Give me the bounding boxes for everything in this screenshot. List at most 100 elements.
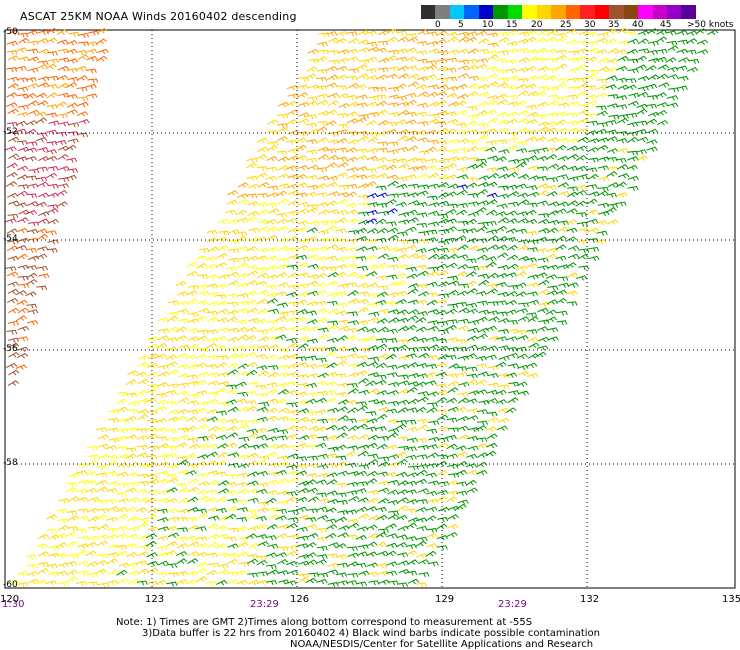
wind-barb xyxy=(456,93,469,100)
wind-barb xyxy=(517,302,529,308)
wind-barb xyxy=(305,149,318,155)
wind-barb xyxy=(526,202,538,208)
wind-barb xyxy=(476,461,488,468)
wind-barb xyxy=(327,92,340,99)
wind-barb xyxy=(475,30,488,37)
wind-barb xyxy=(547,177,559,183)
wind-barb xyxy=(566,29,578,35)
wind-barb xyxy=(27,40,39,46)
wind-barb xyxy=(385,471,398,478)
wind-barb xyxy=(78,118,90,125)
wind-barb xyxy=(485,220,497,226)
wind-barb xyxy=(305,444,318,450)
wind-barb xyxy=(336,156,348,162)
wind-barb xyxy=(186,570,198,577)
wind-barb xyxy=(16,227,28,234)
wind-barb xyxy=(427,309,440,315)
wind-barb xyxy=(456,189,468,196)
wind-barb xyxy=(365,168,377,174)
wind-barb xyxy=(477,84,489,90)
wind-barb xyxy=(557,155,569,162)
wind-barb xyxy=(295,470,308,476)
wind-barb xyxy=(316,554,328,560)
wind-barb xyxy=(427,325,439,332)
wind-barb xyxy=(256,443,269,449)
wind-barb xyxy=(237,217,249,223)
wind-barb xyxy=(547,201,560,207)
wind-barb xyxy=(466,379,478,385)
wind-barb xyxy=(306,66,318,72)
wind-barb xyxy=(447,247,459,253)
wind-barb xyxy=(197,371,210,378)
wind-barb xyxy=(538,227,550,234)
wind-barb xyxy=(36,166,48,172)
wind-barb xyxy=(307,325,319,332)
wind-barb xyxy=(177,318,190,324)
wind-barb xyxy=(556,164,568,171)
wind-barb xyxy=(77,515,89,521)
wind-barb xyxy=(155,579,167,586)
wind-barb xyxy=(95,38,107,45)
wind-barb xyxy=(497,417,510,424)
wind-barb xyxy=(357,326,369,333)
wind-barb xyxy=(306,139,318,145)
wind-barb xyxy=(377,40,389,46)
wind-barb xyxy=(507,397,519,404)
wind-barb xyxy=(478,48,490,54)
wind-barb xyxy=(55,140,67,146)
wind-barb xyxy=(305,541,317,548)
wind-barb xyxy=(358,291,370,297)
wind-barb xyxy=(527,239,539,245)
wind-barb xyxy=(25,209,38,216)
wind-barb xyxy=(345,247,357,253)
wind-barb xyxy=(566,120,579,127)
legend-swatch xyxy=(551,5,566,19)
wind-barb xyxy=(597,186,609,192)
wind-barb xyxy=(176,408,188,415)
wind-barb xyxy=(476,316,488,323)
wind-barb xyxy=(666,95,679,101)
wind-barb xyxy=(306,473,318,479)
wind-barb xyxy=(486,167,498,173)
wind-barb xyxy=(15,65,27,71)
wind-barb xyxy=(468,245,480,252)
wind-barb xyxy=(647,95,659,100)
wind-barb xyxy=(335,444,347,451)
wind-barb xyxy=(635,55,647,62)
wind-barb xyxy=(218,488,230,494)
wind-barb xyxy=(386,444,398,451)
wind-barb xyxy=(486,433,498,440)
wind-barb xyxy=(245,162,258,169)
wind-barb xyxy=(187,400,199,406)
wind-barb xyxy=(275,291,288,297)
wind-barb xyxy=(346,435,358,441)
wind-barb xyxy=(646,118,658,125)
wind-barb xyxy=(508,190,520,197)
wind-barb xyxy=(455,503,467,510)
legend-label: 5 xyxy=(458,20,464,30)
wind-barb xyxy=(428,118,440,125)
wind-barb xyxy=(388,454,400,460)
wind-barb xyxy=(526,75,539,81)
wind-barb xyxy=(176,456,188,462)
wind-barb xyxy=(406,65,418,71)
wind-barb xyxy=(506,254,519,261)
wind-barb xyxy=(338,525,350,531)
wind-barb xyxy=(656,119,669,126)
wind-barb xyxy=(395,451,407,458)
wind-barb xyxy=(486,442,498,449)
wind-barb xyxy=(388,281,400,288)
wind-barb xyxy=(325,148,337,154)
wind-barb xyxy=(165,473,178,479)
wind-barb xyxy=(415,506,428,513)
wind-barb xyxy=(517,316,530,322)
wind-barb xyxy=(218,230,230,236)
wind-barb xyxy=(507,284,519,290)
wind-barb xyxy=(276,212,288,218)
wind-barb xyxy=(246,246,258,252)
wind-barb xyxy=(596,92,608,99)
wind-barb xyxy=(357,307,369,314)
wind-barb xyxy=(346,481,359,487)
wind-barb xyxy=(227,452,240,458)
wind-barb xyxy=(467,427,480,433)
